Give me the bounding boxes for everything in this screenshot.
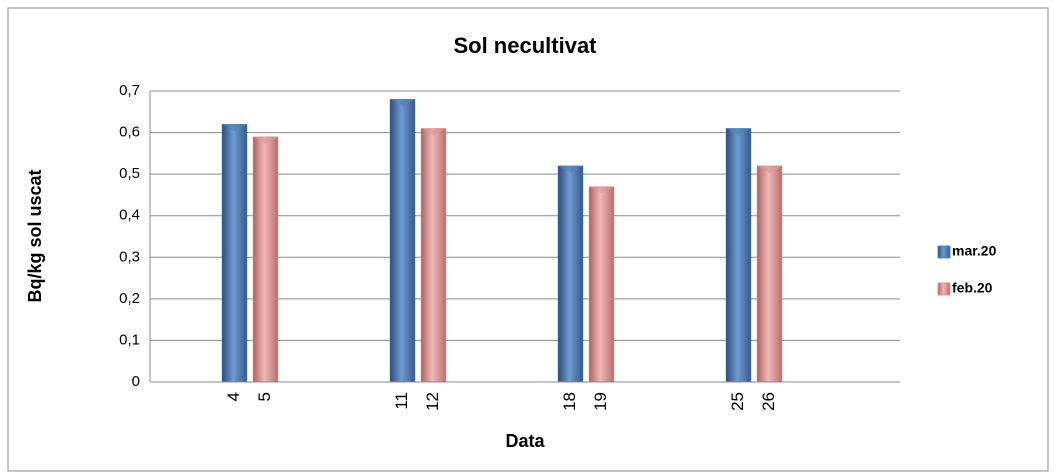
- x-tick-label: 25: [728, 392, 747, 411]
- legend-swatch: [937, 282, 951, 296]
- bar-top: [421, 128, 446, 136]
- y-tick-label: 0,7: [119, 82, 140, 99]
- x-tick-label: 18: [560, 392, 579, 411]
- legend-swatch: [937, 245, 951, 259]
- y-tick-label: 0,6: [119, 124, 140, 141]
- bar: [420, 128, 447, 383]
- x-tick-label: 4: [224, 392, 243, 401]
- bar: [221, 124, 248, 383]
- y-tick-label: 0,5: [119, 165, 140, 182]
- y-axis-label: Bq/kg sol uscat: [25, 169, 45, 302]
- legend-label: mar.20: [952, 243, 997, 259]
- bar-top: [726, 128, 751, 136]
- x-tick-label: 11: [392, 392, 411, 410]
- bar: [389, 99, 416, 383]
- x-tick-label: 26: [759, 392, 778, 411]
- y-tick-label: 0,1: [119, 331, 140, 348]
- bar-top: [222, 124, 247, 132]
- bar: [725, 128, 752, 383]
- bar: [557, 165, 584, 383]
- chart-frame: [7, 7, 1049, 472]
- bar: [588, 186, 615, 383]
- bar: [756, 165, 783, 383]
- x-axis-label: Data: [505, 431, 545, 451]
- y-tick-label: 0,4: [119, 207, 140, 224]
- bar: [252, 136, 279, 383]
- chart-title: Sol necultivat: [453, 33, 597, 58]
- bar-top: [589, 186, 614, 194]
- y-tick-label: 0: [132, 373, 140, 390]
- bar-top: [757, 165, 782, 173]
- legend-label: feb.20: [952, 280, 993, 296]
- y-tick-label: 0,2: [119, 290, 140, 307]
- bar-top: [558, 165, 583, 173]
- bar-top: [390, 99, 415, 107]
- bar-top: [253, 136, 278, 144]
- x-tick-label: 12: [423, 392, 442, 411]
- x-tick-label: 19: [591, 392, 610, 411]
- y-tick-label: 0,3: [119, 248, 140, 265]
- x-tick-label: 5: [255, 392, 274, 401]
